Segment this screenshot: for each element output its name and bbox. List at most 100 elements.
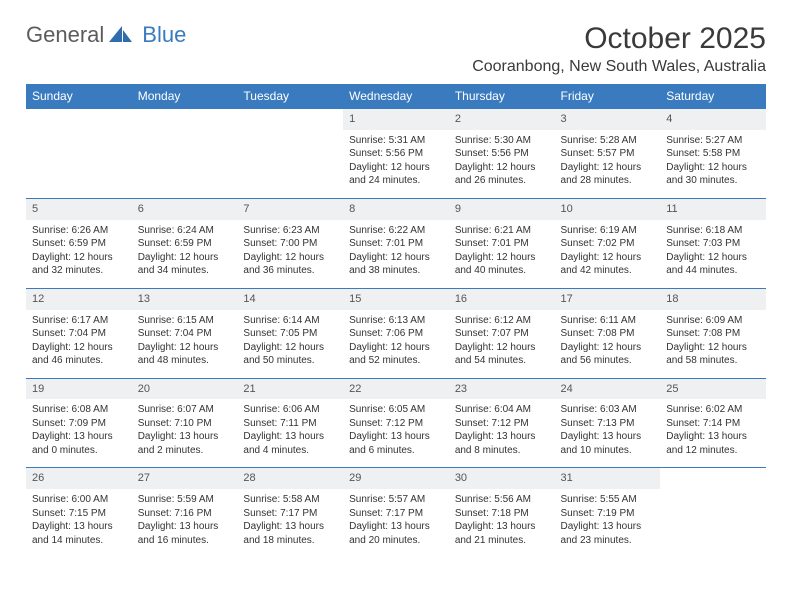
day-number: 19: [32, 383, 44, 395]
sunset-text: Sunset: 7:00 PM: [243, 237, 337, 251]
sunset-text: Sunset: 7:08 PM: [666, 327, 760, 341]
day-number: 31: [561, 472, 573, 484]
daylight-text: Daylight: 12 hours and 36 minutes.: [243, 251, 337, 278]
sunrise-text: Sunrise: 5:30 AM: [455, 134, 549, 148]
day-number: 2: [455, 113, 461, 125]
day-number: 1: [349, 113, 355, 125]
day-details-cell: Sunrise: 6:26 AMSunset: 6:59 PMDaylight:…: [26, 220, 132, 289]
daylight-text: Daylight: 12 hours and 56 minutes.: [561, 341, 655, 368]
daylight-text: Daylight: 12 hours and 26 minutes.: [455, 161, 549, 188]
sunrise-text: Sunrise: 5:57 AM: [349, 493, 443, 507]
calendar-body: 1234Sunrise: 5:31 AMSunset: 5:56 PMDayli…: [26, 109, 766, 558]
sunset-text: Sunset: 7:01 PM: [455, 237, 549, 251]
daylight-text: Daylight: 12 hours and 46 minutes.: [32, 341, 126, 368]
day-details-cell: Sunrise: 6:06 AMSunset: 7:11 PMDaylight:…: [237, 399, 343, 468]
sunrise-text: Sunrise: 5:27 AM: [666, 134, 760, 148]
sunset-text: Sunset: 7:03 PM: [666, 237, 760, 251]
day-number: 23: [455, 383, 467, 395]
day-number: 26: [32, 472, 44, 484]
day-number: 14: [243, 293, 255, 305]
daylight-text: Daylight: 12 hours and 44 minutes.: [666, 251, 760, 278]
day-number-cell: 2: [449, 109, 555, 130]
day-details-cell: [237, 130, 343, 199]
sunset-text: Sunset: 7:10 PM: [138, 417, 232, 431]
day-number-cell: 14: [237, 288, 343, 309]
daylight-text: Daylight: 12 hours and 58 minutes.: [666, 341, 760, 368]
day-details-cell: Sunrise: 5:56 AMSunset: 7:18 PMDaylight:…: [449, 489, 555, 557]
day-number-row: 26 27 28 29 30 31: [26, 468, 766, 489]
sunrise-text: Sunrise: 6:23 AM: [243, 224, 337, 238]
day-number-cell: 4: [660, 109, 766, 130]
day-details-cell: Sunrise: 6:12 AMSunset: 7:07 PMDaylight:…: [449, 310, 555, 379]
daylight-text: Daylight: 13 hours and 20 minutes.: [349, 520, 443, 547]
sunrise-text: Sunrise: 6:26 AM: [32, 224, 126, 238]
sunset-text: Sunset: 7:17 PM: [243, 507, 337, 521]
day-number-cell: 24: [555, 378, 661, 399]
day-number: 3: [561, 113, 567, 125]
day-number-cell: 27: [132, 468, 238, 489]
day-details-row: Sunrise: 5:31 AMSunset: 5:56 PMDaylight:…: [26, 130, 766, 199]
sunrise-text: Sunrise: 5:31 AM: [349, 134, 443, 148]
day-details-cell: Sunrise: 6:02 AMSunset: 7:14 PMDaylight:…: [660, 399, 766, 468]
sunrise-text: Sunrise: 6:07 AM: [138, 403, 232, 417]
sunrise-text: Sunrise: 5:55 AM: [561, 493, 655, 507]
day-details-cell: Sunrise: 6:18 AMSunset: 7:03 PMDaylight:…: [660, 220, 766, 289]
day-details-cell: Sunrise: 5:28 AMSunset: 5:57 PMDaylight:…: [555, 130, 661, 199]
day-number-row: 567891011: [26, 198, 766, 219]
sunset-text: Sunset: 7:07 PM: [455, 327, 549, 341]
daylight-text: Daylight: 12 hours and 48 minutes.: [138, 341, 232, 368]
day-details-row: Sunrise: 6:00 AMSunset: 7:15 PMDaylight:…: [26, 489, 766, 557]
day-header-cell: Friday: [555, 84, 661, 109]
daylight-text: Daylight: 12 hours and 54 minutes.: [455, 341, 549, 368]
day-number: 15: [349, 293, 361, 305]
daylight-text: Daylight: 12 hours and 34 minutes.: [138, 251, 232, 278]
sunrise-text: Sunrise: 5:28 AM: [561, 134, 655, 148]
daylight-text: Daylight: 12 hours and 52 minutes.: [349, 341, 443, 368]
day-details-cell: Sunrise: 5:30 AMSunset: 5:56 PMDaylight:…: [449, 130, 555, 199]
day-number: 29: [349, 472, 361, 484]
day-details-cell: Sunrise: 5:27 AMSunset: 5:58 PMDaylight:…: [660, 130, 766, 199]
day-number-cell: 22: [343, 378, 449, 399]
daylight-text: Daylight: 13 hours and 23 minutes.: [561, 520, 655, 547]
day-number-cell: [132, 109, 238, 130]
sunset-text: Sunset: 7:04 PM: [138, 327, 232, 341]
sunset-text: Sunset: 7:15 PM: [32, 507, 126, 521]
sunrise-text: Sunrise: 6:03 AM: [561, 403, 655, 417]
day-details-cell: Sunrise: 6:09 AMSunset: 7:08 PMDaylight:…: [660, 310, 766, 379]
day-number-cell: 8: [343, 198, 449, 219]
day-details-cell: Sunrise: 5:31 AMSunset: 5:56 PMDaylight:…: [343, 130, 449, 199]
day-number: 28: [243, 472, 255, 484]
day-number-cell: 19: [26, 378, 132, 399]
day-number-cell: 28: [237, 468, 343, 489]
day-details-cell: Sunrise: 6:17 AMSunset: 7:04 PMDaylight:…: [26, 310, 132, 379]
day-number-cell: 6: [132, 198, 238, 219]
day-details-cell: [660, 489, 766, 557]
day-details-cell: Sunrise: 6:07 AMSunset: 7:10 PMDaylight:…: [132, 399, 238, 468]
day-number-cell: 9: [449, 198, 555, 219]
header: General Blue October 2025 Cooranbong, Ne…: [26, 22, 766, 76]
sunset-text: Sunset: 7:01 PM: [349, 237, 443, 251]
day-number: 7: [243, 203, 249, 215]
logo-text-blue: Blue: [142, 22, 186, 48]
sunrise-text: Sunrise: 6:06 AM: [243, 403, 337, 417]
day-details-row: Sunrise: 6:17 AMSunset: 7:04 PMDaylight:…: [26, 310, 766, 379]
sunrise-text: Sunrise: 6:09 AM: [666, 314, 760, 328]
daylight-text: Daylight: 13 hours and 2 minutes.: [138, 430, 232, 457]
day-details-cell: Sunrise: 6:08 AMSunset: 7:09 PMDaylight:…: [26, 399, 132, 468]
sunset-text: Sunset: 7:09 PM: [32, 417, 126, 431]
sunrise-text: Sunrise: 5:59 AM: [138, 493, 232, 507]
sunrise-text: Sunrise: 6:11 AM: [561, 314, 655, 328]
day-header-cell: Sunday: [26, 84, 132, 109]
daylight-text: Daylight: 13 hours and 12 minutes.: [666, 430, 760, 457]
day-details-cell: Sunrise: 5:57 AMSunset: 7:17 PMDaylight:…: [343, 489, 449, 557]
day-number-cell: [26, 109, 132, 130]
daylight-text: Daylight: 13 hours and 21 minutes.: [455, 520, 549, 547]
daylight-text: Daylight: 13 hours and 18 minutes.: [243, 520, 337, 547]
day-number: 22: [349, 383, 361, 395]
logo-sail-icon: [108, 24, 134, 44]
day-number-cell: 30: [449, 468, 555, 489]
month-title: October 2025: [472, 22, 766, 56]
day-details-row: Sunrise: 6:26 AMSunset: 6:59 PMDaylight:…: [26, 220, 766, 289]
day-header-cell: Wednesday: [343, 84, 449, 109]
day-details-cell: Sunrise: 5:55 AMSunset: 7:19 PMDaylight:…: [555, 489, 661, 557]
